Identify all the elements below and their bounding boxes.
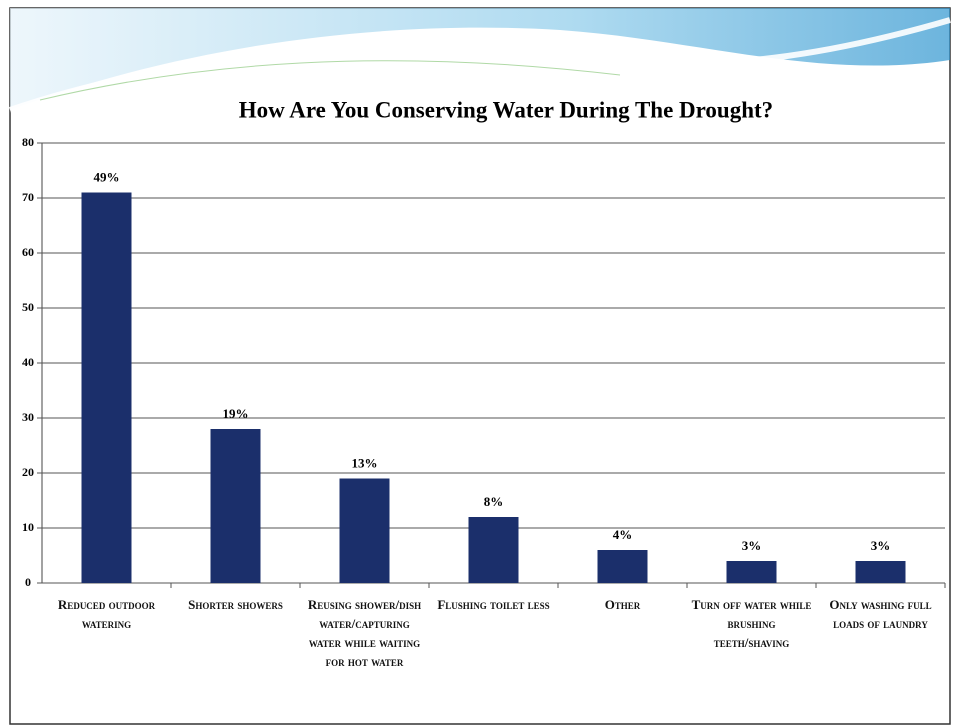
y-tick-label: 60 xyxy=(22,245,34,259)
data-label: 19% xyxy=(223,406,249,421)
data-label: 8% xyxy=(484,494,504,509)
bar xyxy=(468,517,519,583)
wave xyxy=(10,8,950,110)
x-tick-label: Shorter showers xyxy=(188,597,283,612)
x-tick-label: Flushing toilet less xyxy=(437,597,550,612)
data-label: 13% xyxy=(352,455,378,470)
y-tick-label: 80 xyxy=(22,135,34,149)
y-tick-label: 20 xyxy=(22,465,34,479)
x-tick-label: Turn off water while brushing teeth/shav… xyxy=(691,597,812,650)
y-tick-label: 40 xyxy=(22,355,34,369)
y-tick-label: 30 xyxy=(22,410,34,424)
y-tick-label: 70 xyxy=(22,190,34,204)
y-tick-label: 10 xyxy=(22,520,34,534)
data-label: 4% xyxy=(613,527,633,542)
bar xyxy=(855,561,906,583)
bar xyxy=(726,561,777,583)
x-tick-label: Only washing full loads of laundry xyxy=(829,597,932,631)
chart-title: How Are You Conserving Water During The … xyxy=(239,97,773,122)
wave-line xyxy=(39,60,621,101)
data-label: 3% xyxy=(742,538,762,553)
x-tick-label: Other xyxy=(604,597,641,612)
x-tick-label: Reduced outdoor watering xyxy=(57,597,156,631)
bar xyxy=(339,478,390,583)
x-tick-label: Reusing shower/dish water/capturing wate… xyxy=(307,597,422,669)
bar xyxy=(597,550,648,583)
y-tick-label: 0 xyxy=(25,575,31,589)
y-tick-label: 50 xyxy=(22,300,34,314)
data-label: 3% xyxy=(871,538,891,553)
bar xyxy=(81,192,132,583)
wave-line xyxy=(9,17,951,113)
data-label: 49% xyxy=(94,169,120,184)
bar xyxy=(210,429,261,583)
